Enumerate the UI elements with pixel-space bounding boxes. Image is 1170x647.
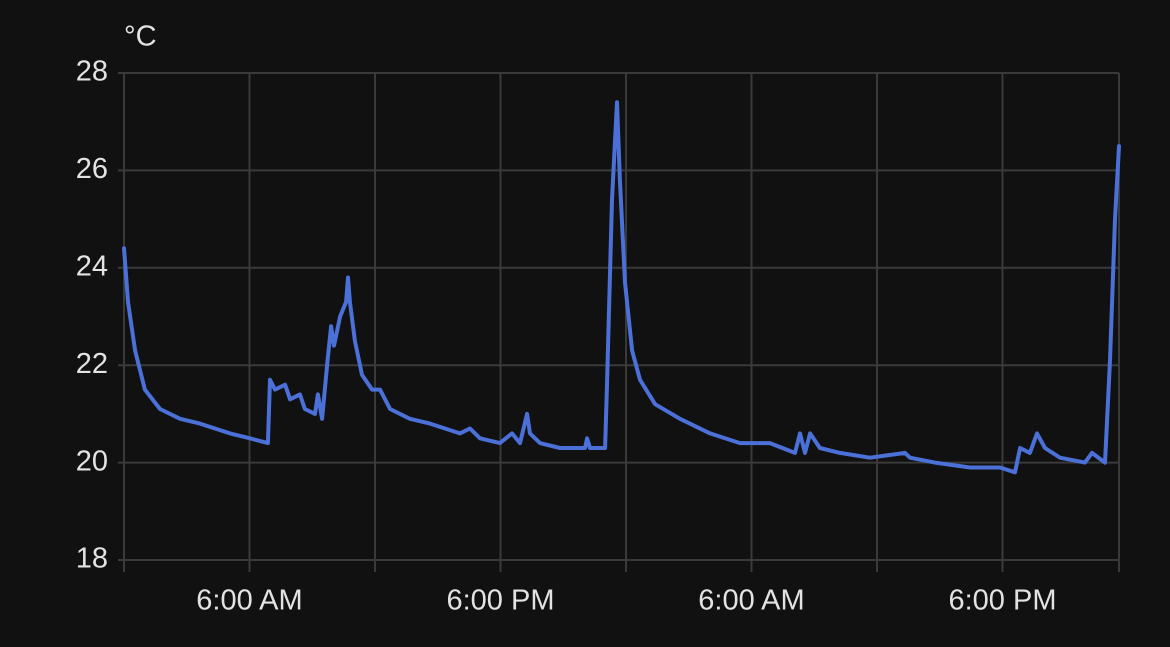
y-axis-label: °C [124, 21, 157, 53]
x-tick-label: 6:00 AM [698, 585, 804, 617]
y-tick-label: 18 [76, 543, 108, 575]
y-tick-label: 26 [76, 153, 108, 185]
y-tick-label: 28 [76, 56, 108, 88]
x-tick-label: 6:00 PM [948, 585, 1056, 617]
y-tick-label: 24 [76, 250, 108, 282]
x-tick-label: 6:00 PM [446, 585, 554, 617]
data-line [122, 100, 1121, 475]
y-tick-label: 22 [76, 348, 108, 380]
y-tick-label: 20 [76, 445, 108, 477]
x-tick-label: 6:00 AM [196, 585, 302, 617]
